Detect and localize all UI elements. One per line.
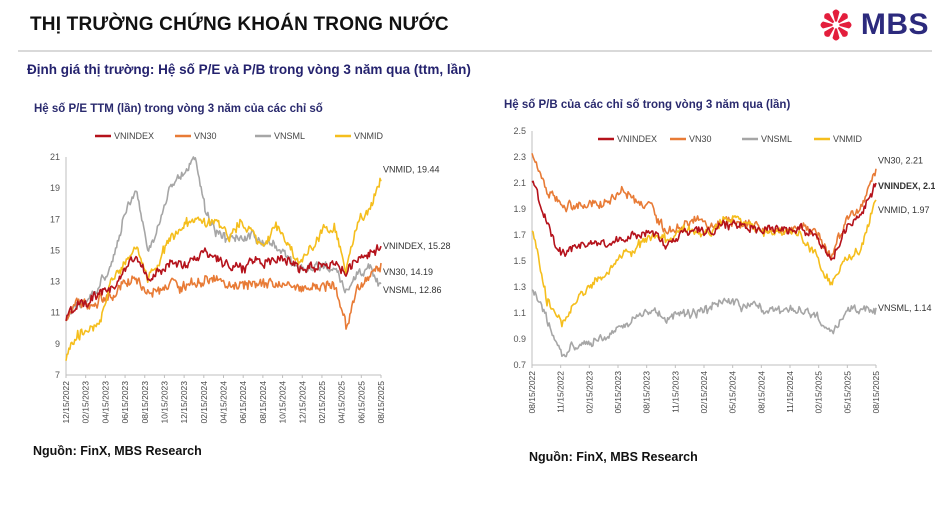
y-tick-label: 1.1: [513, 308, 526, 318]
y-tick-label: 0.9: [513, 334, 526, 344]
legend-label: VN30: [689, 134, 712, 144]
legend-label: VNINDEX: [114, 131, 154, 141]
series-line-vnmid: [65, 177, 382, 361]
mbs-star-icon: [820, 9, 852, 41]
star-petal: [835, 21, 852, 29]
x-tick-label: 02/15/2025: [317, 381, 327, 424]
legend-label: VNINDEX: [617, 134, 657, 144]
pb-chart: 0.7 0.9 1.1 1.3 1.5 1.7 1.9 2.1 2.3 2.5 08/15/2022…: [513, 126, 935, 414]
end-label-vnindex: VNINDEX, 15.28: [383, 241, 451, 251]
y-tick-label: 2.1: [513, 178, 526, 188]
x-tick-label: 06/15/2025: [356, 381, 366, 424]
legend-label: VNSML: [761, 134, 792, 144]
x-tick-label: 11/15/2022: [556, 371, 566, 413]
pe-chart: 7 9 11 13 15 17 19 21 12/15/2022 02/15/2023 04/15/…: [50, 131, 451, 424]
y-tick-label: 1.3: [513, 282, 526, 292]
series-line-vnmid: [531, 199, 877, 328]
x-tick-label: 11/15/2023: [670, 371, 680, 413]
x-tick-label: 02/15/2024: [699, 371, 709, 414]
brand-logo: MBS: [815, 4, 929, 46]
end-label-vn30: VN30, 2.21: [878, 156, 923, 166]
y-tick-label: 2.3: [513, 152, 526, 162]
y-tick-label: 19: [50, 183, 60, 193]
y-tick-label: 1.7: [513, 230, 526, 240]
x-tick-label: 05/15/2023: [613, 371, 623, 414]
star-petal: [824, 13, 836, 25]
x-tick-label: 10/15/2023: [159, 381, 169, 424]
star-petal: [832, 9, 840, 25]
x-tick-label: 06/15/2024: [238, 381, 248, 424]
star-petal: [835, 25, 848, 37]
series-line-vnsml: [65, 156, 382, 321]
legend-label: VNMID: [354, 131, 384, 141]
x-tick-label: 02/15/2024: [199, 381, 209, 424]
x-tick-label: 11/15/2024: [785, 371, 795, 413]
y-tick-label: 9: [55, 339, 60, 349]
x-tick-label: 05/15/2024: [728, 371, 738, 414]
x-tick-label: 02/15/2023: [584, 371, 594, 414]
legend-label: VN30: [194, 131, 217, 141]
pe-chart-title: Hệ số P/E TTM (lần) trong vòng 3 năm của…: [34, 103, 323, 115]
x-tick-label: 10/15/2024: [278, 381, 288, 424]
x-tick-label: 04/15/2025: [337, 381, 347, 424]
y-tick-label: 11: [51, 308, 60, 318]
series-line-vn30: [65, 262, 382, 330]
series-line-vnindex: [531, 180, 877, 261]
pb-chart-title: Hệ số P/B của các chỉ số trong vòng 3 nă…: [504, 99, 791, 111]
star-petal: [832, 25, 840, 41]
star-petal: [835, 13, 848, 25]
section-subtitle: Định giá thị trường: Hệ số P/E và P/B tr…: [27, 62, 471, 77]
pb-chart-source: Nguồn: FinX, MBS Research: [529, 450, 698, 464]
x-tick-label: 08/15/2023: [140, 381, 150, 424]
end-label-vn30: VN30, 14.19: [383, 267, 433, 277]
end-label-vnmid: VNMID, 1.97: [878, 205, 930, 215]
x-tick-label: 12/15/2023: [179, 381, 189, 424]
x-tick-label: 06/15/2023: [120, 381, 130, 424]
x-tick-label: 12/15/2024: [297, 381, 307, 424]
brand-name: MBS: [860, 8, 929, 41]
end-label-vnmid: VNMID, 19.44: [383, 164, 440, 174]
y-tick-label: 17: [50, 214, 60, 224]
series-line-vnsml: [531, 289, 877, 358]
pe-chart-source: Nguồn: FinX, MBS Research: [33, 444, 202, 458]
end-label-vnindex: VNINDEX, 2.1: [878, 181, 935, 191]
y-tick-label: 15: [50, 245, 60, 255]
y-tick-label: 2.5: [513, 126, 526, 136]
x-tick-label: 08/15/2022: [527, 371, 537, 414]
star-petal: [824, 24, 836, 37]
x-tick-label: 04/15/2024: [219, 381, 229, 424]
x-tick-label: 08/15/2025: [871, 371, 881, 414]
header-divider: [18, 50, 932, 52]
x-tick-label: 04/15/2023: [100, 381, 110, 424]
x-tick-label: 12/15/2022: [61, 381, 71, 424]
x-tick-label: 08/15/2024: [756, 371, 766, 414]
y-tick-label: 21: [50, 152, 60, 162]
x-tick-label: 02/15/2023: [81, 381, 91, 424]
y-tick-label: 1.5: [513, 256, 526, 266]
x-tick-label: 08/15/2023: [642, 371, 652, 414]
y-tick-label: 13: [50, 277, 60, 287]
x-tick-label: 08/15/2024: [258, 381, 268, 424]
y-tick-label: 7: [55, 370, 60, 380]
page-title: THỊ TRƯỜNG CHỨNG KHOÁN TRONG NƯỚC: [30, 14, 449, 35]
x-tick-label: 05/15/2025: [842, 371, 852, 414]
legend-label: VNSML: [274, 131, 305, 141]
x-tick-label: 02/15/2025: [814, 371, 824, 414]
end-label-vnsml: VNSML, 1.14: [878, 303, 932, 313]
y-tick-label: 0.7: [513, 360, 526, 370]
star-center: [832, 21, 840, 29]
series-line-vnindex: [65, 244, 382, 322]
legend-label: VNMID: [833, 134, 863, 144]
star-petal: [820, 21, 836, 29]
series-line-vn30: [531, 153, 877, 260]
y-tick-label: 1.9: [513, 204, 526, 214]
x-tick-label: 08/15/2025: [376, 381, 386, 424]
end-label-vnsml: VNSML, 12.86: [383, 285, 442, 295]
